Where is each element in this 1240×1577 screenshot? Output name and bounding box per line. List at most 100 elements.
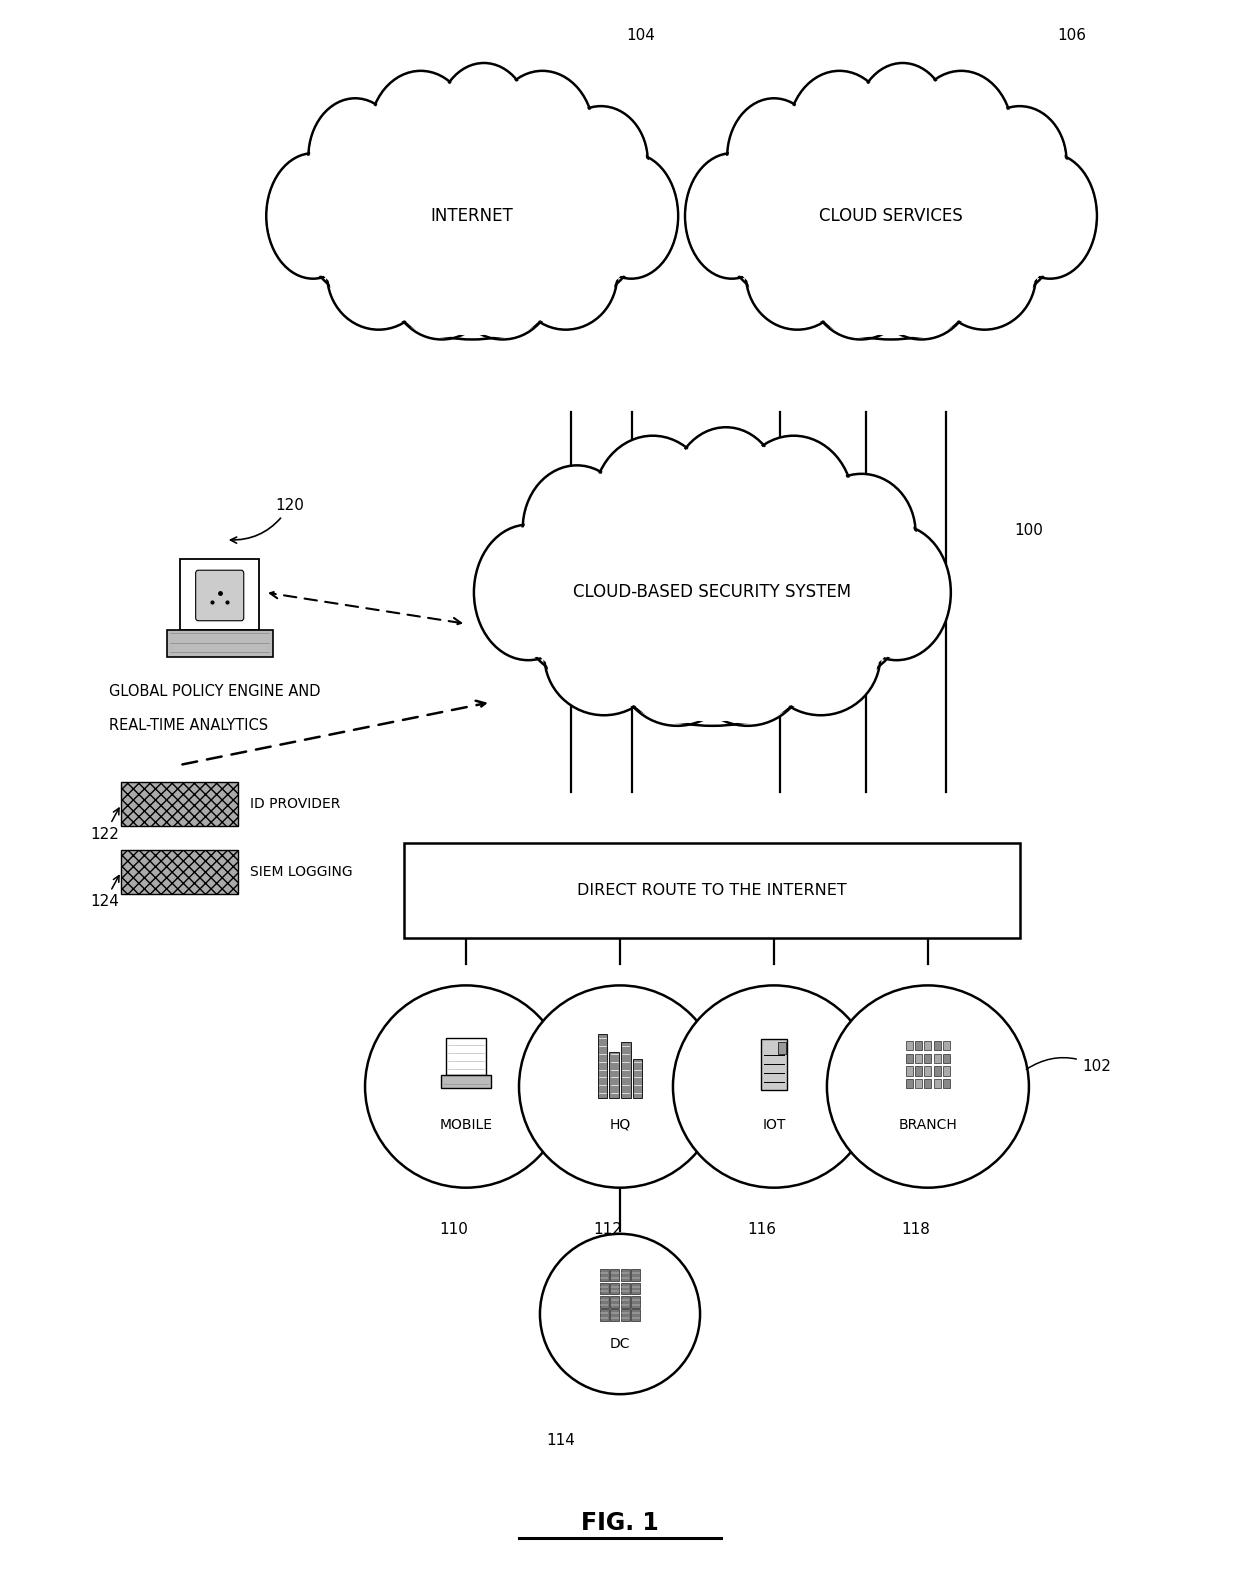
Ellipse shape	[620, 609, 734, 724]
Ellipse shape	[739, 500, 913, 686]
Ellipse shape	[496, 129, 645, 303]
Ellipse shape	[520, 986, 720, 1187]
Ellipse shape	[807, 473, 915, 593]
FancyBboxPatch shape	[600, 1296, 609, 1307]
Ellipse shape	[727, 98, 821, 216]
Ellipse shape	[512, 500, 686, 686]
Ellipse shape	[787, 71, 892, 196]
FancyBboxPatch shape	[122, 782, 238, 826]
Ellipse shape	[439, 65, 529, 178]
Text: 116: 116	[748, 1222, 776, 1238]
Ellipse shape	[673, 429, 779, 552]
Ellipse shape	[810, 476, 914, 590]
FancyBboxPatch shape	[620, 1269, 630, 1281]
Ellipse shape	[554, 106, 647, 216]
FancyBboxPatch shape	[915, 1079, 923, 1088]
Ellipse shape	[525, 467, 629, 590]
Ellipse shape	[343, 112, 601, 339]
FancyBboxPatch shape	[620, 1309, 630, 1322]
Ellipse shape	[973, 106, 1066, 216]
FancyBboxPatch shape	[777, 1042, 786, 1055]
Text: 122: 122	[91, 807, 119, 842]
Ellipse shape	[301, 132, 446, 300]
FancyBboxPatch shape	[925, 1079, 931, 1088]
Ellipse shape	[935, 222, 1034, 328]
Ellipse shape	[914, 129, 1064, 303]
FancyBboxPatch shape	[905, 1079, 913, 1088]
Ellipse shape	[718, 129, 868, 303]
Ellipse shape	[691, 609, 805, 724]
Ellipse shape	[371, 73, 470, 194]
Text: FIG. 1: FIG. 1	[582, 1511, 658, 1534]
Ellipse shape	[436, 63, 531, 181]
Ellipse shape	[763, 112, 1019, 339]
Ellipse shape	[764, 599, 878, 713]
Ellipse shape	[743, 503, 910, 683]
FancyBboxPatch shape	[122, 850, 238, 894]
Ellipse shape	[547, 599, 661, 713]
FancyBboxPatch shape	[905, 1041, 913, 1050]
Ellipse shape	[587, 156, 677, 276]
Ellipse shape	[858, 65, 947, 178]
Ellipse shape	[539, 1233, 701, 1394]
FancyBboxPatch shape	[915, 1041, 923, 1050]
Ellipse shape	[729, 101, 820, 214]
Text: REAL-TIME ANALYTICS: REAL-TIME ANALYTICS	[109, 718, 268, 733]
FancyBboxPatch shape	[760, 1039, 787, 1090]
FancyBboxPatch shape	[598, 1035, 608, 1098]
Ellipse shape	[734, 435, 853, 571]
Text: 100: 100	[1014, 522, 1043, 538]
Ellipse shape	[720, 132, 866, 300]
Ellipse shape	[391, 230, 494, 339]
Ellipse shape	[842, 525, 951, 661]
FancyBboxPatch shape	[441, 1076, 491, 1088]
FancyBboxPatch shape	[610, 1309, 620, 1322]
Text: MOBILE: MOBILE	[439, 1118, 492, 1132]
Text: IOT: IOT	[763, 1118, 786, 1132]
Ellipse shape	[748, 222, 847, 328]
Text: 106: 106	[1058, 28, 1086, 44]
FancyBboxPatch shape	[610, 1052, 619, 1098]
FancyBboxPatch shape	[446, 1038, 486, 1076]
Ellipse shape	[910, 71, 1013, 196]
Ellipse shape	[808, 230, 913, 339]
Ellipse shape	[523, 465, 631, 593]
FancyBboxPatch shape	[631, 1269, 640, 1281]
Ellipse shape	[370, 71, 472, 196]
FancyBboxPatch shape	[944, 1053, 950, 1063]
Ellipse shape	[746, 219, 849, 330]
FancyBboxPatch shape	[600, 1309, 609, 1322]
Ellipse shape	[563, 479, 862, 725]
Ellipse shape	[348, 117, 596, 336]
Ellipse shape	[911, 73, 1011, 194]
FancyBboxPatch shape	[631, 1296, 640, 1307]
Ellipse shape	[856, 63, 950, 181]
Ellipse shape	[451, 230, 554, 339]
Ellipse shape	[811, 232, 910, 337]
Ellipse shape	[687, 156, 777, 276]
Ellipse shape	[1003, 153, 1097, 279]
Ellipse shape	[766, 117, 1016, 336]
Ellipse shape	[299, 129, 449, 303]
Text: BRANCH: BRANCH	[899, 1118, 957, 1132]
Ellipse shape	[872, 232, 971, 337]
FancyBboxPatch shape	[404, 844, 1021, 937]
Ellipse shape	[329, 222, 428, 328]
Text: INTERNET: INTERNET	[430, 207, 513, 226]
FancyBboxPatch shape	[631, 1282, 640, 1295]
Ellipse shape	[498, 132, 642, 300]
FancyBboxPatch shape	[934, 1079, 941, 1088]
Ellipse shape	[515, 219, 618, 330]
Text: DC: DC	[610, 1337, 630, 1351]
FancyBboxPatch shape	[600, 1269, 609, 1281]
FancyBboxPatch shape	[196, 571, 244, 621]
Text: DIRECT ROUTE TO THE INTERNET: DIRECT ROUTE TO THE INTERNET	[578, 883, 847, 897]
Text: 114: 114	[547, 1433, 575, 1448]
Text: 102: 102	[1027, 1058, 1111, 1074]
Ellipse shape	[556, 109, 646, 214]
FancyBboxPatch shape	[915, 1053, 923, 1063]
FancyBboxPatch shape	[632, 1060, 642, 1098]
Ellipse shape	[595, 438, 711, 569]
Ellipse shape	[491, 71, 594, 196]
Text: 124: 124	[91, 875, 119, 910]
